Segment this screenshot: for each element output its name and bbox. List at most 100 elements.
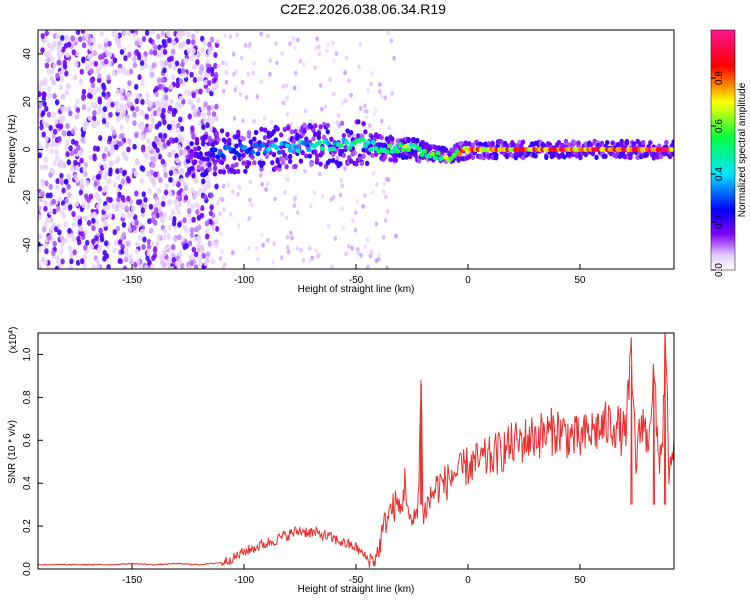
heatmap-cell	[138, 40, 143, 47]
heatmap-cell	[133, 170, 138, 177]
heatmap-cell	[123, 94, 128, 101]
heatmap-cell	[96, 203, 101, 210]
heatmap-cell	[168, 83, 173, 90]
heatmap-cell	[493, 152, 499, 158]
heatmap-cell	[153, 110, 158, 117]
heatmap-cell	[341, 152, 347, 158]
heatmap-cell	[71, 49, 76, 56]
heatmap-cell	[218, 169, 223, 175]
heatmap-cell	[205, 122, 210, 129]
heatmap-cell	[355, 199, 360, 204]
heatmap-cell	[160, 136, 166, 143]
heatmap-cell	[191, 33, 196, 40]
heatmap-cell	[369, 71, 374, 76]
heatmap-cell	[380, 118, 384, 124]
heatmap-cell	[314, 157, 320, 163]
heatmap-cell	[671, 151, 674, 157]
heatmap-cell	[325, 48, 329, 54]
heatmap-cell	[214, 242, 219, 249]
heatmap-cell	[59, 179, 65, 186]
heatmap-cell	[99, 30, 104, 37]
heatmap-cell	[115, 168, 120, 175]
heatmap-cell	[456, 151, 463, 157]
heatmap-cell	[490, 141, 495, 147]
heatmap-cell	[73, 159, 78, 166]
heatmap-cell	[124, 205, 130, 212]
heatmap-cell	[286, 249, 291, 255]
heatmap-cell	[111, 129, 117, 136]
heatmap-cell	[299, 247, 303, 253]
heatmap-cell	[175, 82, 181, 89]
heatmap-cell	[261, 160, 266, 166]
heatmap-cell	[64, 70, 69, 77]
heatmap-cell	[196, 242, 201, 249]
spectrogram-x-ticks: -150 -100 -50 0 50	[122, 264, 586, 286]
heatmap-cell	[284, 143, 291, 149]
heatmap-cell	[313, 123, 318, 129]
heatmap-cell	[289, 121, 294, 127]
heatmap-cell	[77, 219, 82, 226]
heatmap-cell	[208, 218, 213, 225]
heatmap-cell	[119, 87, 125, 94]
heatmap-cell	[365, 140, 371, 145]
heatmap-cell	[335, 155, 340, 161]
heatmap-cell	[54, 118, 59, 125]
heatmap-cell	[281, 100, 286, 106]
heatmap-cell	[134, 219, 139, 226]
heatmap-cell	[82, 125, 87, 132]
heatmap-cell	[92, 115, 97, 122]
heatmap-cell	[287, 153, 293, 160]
heatmap-cell	[135, 199, 141, 206]
heatmap-cell	[38, 145, 44, 152]
heatmap-cell	[381, 234, 386, 240]
heatmap-cell	[198, 69, 203, 76]
heatmap-cell	[60, 258, 65, 265]
heatmap-cell	[57, 161, 62, 168]
heatmap-cell	[326, 224, 331, 229]
heatmap-cell	[117, 32, 122, 39]
heatmap-cell	[177, 67, 182, 74]
heatmap-cell	[97, 43, 103, 50]
heatmap-cell	[195, 208, 200, 215]
heatmap-cell	[46, 69, 52, 76]
heatmap-cell	[171, 256, 177, 263]
heatmap-cell	[89, 244, 95, 251]
heatmap-cell	[131, 219, 136, 226]
heatmap-cell	[202, 39, 207, 46]
heatmap-cell	[179, 125, 185, 132]
heatmap-cell	[46, 111, 52, 118]
heatmap-cell	[51, 250, 56, 257]
heatmap-cell	[193, 159, 198, 165]
heatmap-cell	[199, 64, 204, 71]
heatmap-cell	[213, 62, 218, 69]
heatmap-cell	[108, 196, 113, 203]
heatmap-cell	[147, 124, 153, 131]
heatmap-cell	[199, 244, 205, 251]
heatmap-cell	[103, 163, 108, 170]
heatmap-cell	[381, 188, 386, 194]
heatmap-cell	[610, 140, 615, 146]
heatmap-cell	[39, 164, 44, 171]
heatmap-cell	[134, 49, 139, 56]
x-tick-label: -50	[349, 575, 364, 586]
heatmap-cell	[122, 153, 128, 160]
heatmap-cell	[120, 95, 125, 102]
heatmap-cell	[75, 50, 80, 57]
heatmap-cell	[96, 86, 102, 93]
heatmap-cell	[177, 201, 183, 208]
heatmap-cell	[107, 135, 113, 142]
heatmap-cell	[44, 105, 49, 112]
heatmap-cell	[171, 40, 177, 47]
heatmap-cell	[73, 74, 78, 81]
heatmap-cell	[196, 203, 201, 210]
heatmap-cell	[605, 139, 610, 146]
heatmap-cell	[201, 178, 206, 185]
heatmap-cell	[359, 160, 365, 166]
heatmap-cell	[365, 237, 370, 243]
heatmap-cell	[170, 74, 176, 81]
heatmap-cell	[318, 83, 323, 88]
heatmap-cell	[52, 160, 57, 167]
heatmap-cell	[220, 249, 224, 254]
heatmap-cell	[189, 166, 194, 172]
heatmap-cell	[82, 215, 88, 222]
